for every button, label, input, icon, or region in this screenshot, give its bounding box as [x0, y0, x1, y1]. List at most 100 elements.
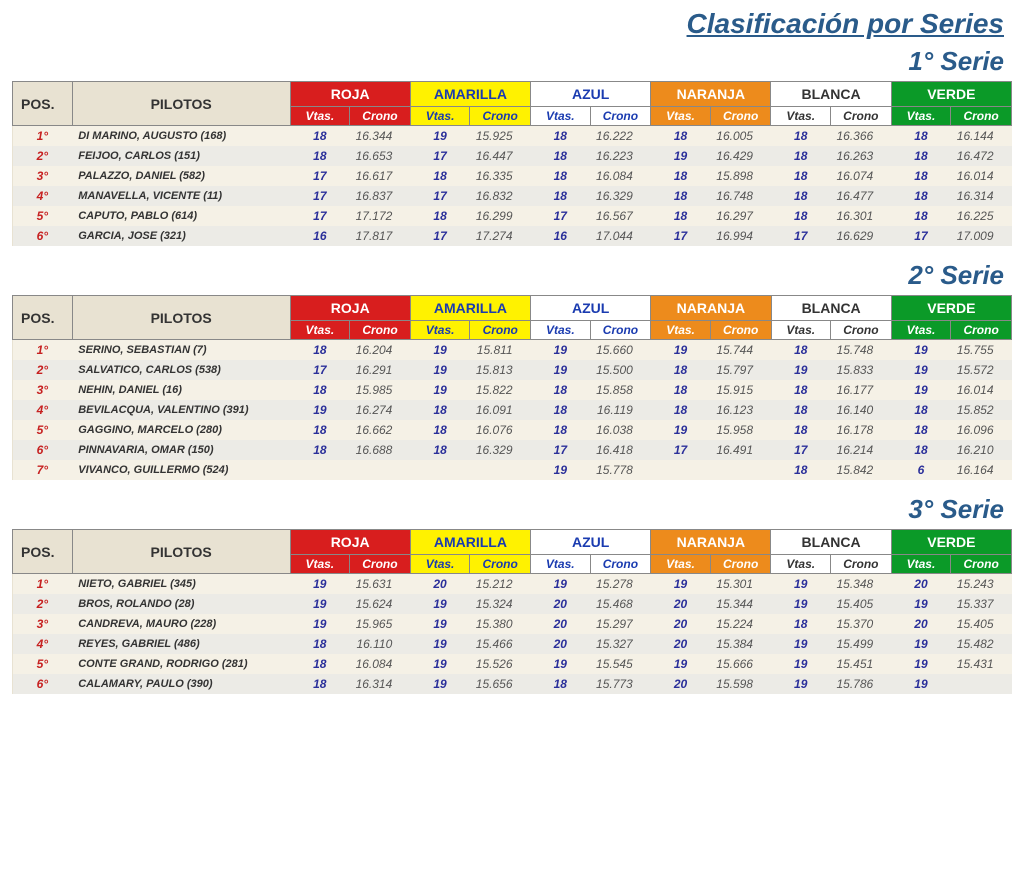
crono-cell: 15.915	[710, 380, 771, 400]
track-header-azul: AZUL	[531, 530, 651, 555]
crono-cell	[470, 460, 531, 480]
pilot-cell: VIVANCO, GUILLERMO (524)	[72, 460, 290, 480]
vtas-cell: 19	[771, 634, 831, 654]
vtas-cell: 17	[410, 226, 470, 246]
crono-cell: 17.009	[951, 226, 1012, 246]
pos-cell: 5°	[13, 206, 73, 226]
crono-cell: 15.405	[951, 614, 1012, 634]
crono-cell: 16.418	[590, 440, 651, 460]
crono-cell: 15.431	[951, 654, 1012, 674]
subhead-vtas: Vtas.	[531, 321, 591, 340]
subhead-vtas: Vtas.	[651, 555, 711, 574]
vtas-cell: 18	[290, 634, 350, 654]
pos-cell: 5°	[13, 420, 73, 440]
vtas-cell: 17	[290, 166, 350, 186]
crono-cell: 16.447	[470, 146, 531, 166]
pilot-cell: SALVATICO, CARLOS (538)	[72, 360, 290, 380]
vtas-cell: 18	[651, 166, 711, 186]
subhead-crono: Crono	[590, 555, 651, 574]
vtas-cell: 19	[410, 614, 470, 634]
crono-cell: 15.572	[951, 360, 1012, 380]
track-header-naranja: NARANJA	[651, 530, 771, 555]
crono-cell: 15.833	[831, 360, 892, 380]
table-row: 1°DI MARINO, AUGUSTO (168)1816.3441915.9…	[13, 126, 1012, 147]
pilot-cell: PALAZZO, DANIEL (582)	[72, 166, 290, 186]
vtas-cell: 17	[771, 440, 831, 460]
crono-cell: 15.370	[831, 614, 892, 634]
crono-cell: 16.123	[710, 400, 771, 420]
subhead-vtas: Vtas.	[891, 321, 951, 340]
track-header-amarilla: AMARILLA	[410, 296, 530, 321]
track-header-blanca: BLANCA	[771, 82, 891, 107]
crono-cell: 15.324	[470, 594, 531, 614]
pos-cell: 1°	[13, 574, 73, 595]
crono-cell: 15.499	[831, 634, 892, 654]
subhead-crono: Crono	[470, 107, 531, 126]
crono-cell: 16.014	[951, 166, 1012, 186]
crono-cell	[710, 460, 771, 480]
crono-cell: 15.526	[470, 654, 531, 674]
pilot-cell: NIETO, GABRIEL (345)	[72, 574, 290, 595]
crono-cell: 16.299	[470, 206, 531, 226]
vtas-cell: 20	[531, 634, 591, 654]
subhead-crono: Crono	[710, 107, 771, 126]
subhead-vtas: Vtas.	[771, 555, 831, 574]
vtas-cell: 19	[531, 460, 591, 480]
vtas-cell: 19	[891, 380, 951, 400]
vtas-cell: 19	[410, 674, 470, 694]
vtas-cell: 19	[410, 360, 470, 380]
crono-cell: 15.624	[350, 594, 411, 614]
vtas-cell: 17	[771, 226, 831, 246]
subhead-crono: Crono	[831, 321, 892, 340]
vtas-cell: 20	[531, 594, 591, 614]
crono-cell: 16.994	[710, 226, 771, 246]
crono-cell: 15.243	[951, 574, 1012, 595]
crono-cell: 16.038	[590, 420, 651, 440]
vtas-cell: 17	[531, 440, 591, 460]
crono-cell: 16.366	[830, 126, 891, 147]
vtas-cell: 18	[531, 186, 591, 206]
pilot-cell: FEIJOO, CARLOS (151)	[72, 146, 290, 166]
vtas-cell: 18	[410, 440, 470, 460]
pilot-cell: DI MARINO, AUGUSTO (168)	[72, 126, 290, 147]
vtas-cell: 19	[771, 654, 831, 674]
vtas-cell: 19	[771, 574, 831, 595]
vtas-cell: 18	[531, 146, 591, 166]
crono-cell: 15.811	[470, 340, 531, 361]
vtas-cell: 20	[651, 594, 711, 614]
track-header-verde: VERDE	[891, 82, 1011, 107]
crono-cell: 16.214	[831, 440, 892, 460]
subhead-vtas: Vtas.	[290, 107, 350, 126]
vtas-cell: 18	[290, 340, 350, 361]
crono-cell: 15.405	[831, 594, 892, 614]
serie-title: 1° Serie	[0, 44, 1024, 81]
subhead-crono: Crono	[710, 321, 771, 340]
vtas-cell: 19	[410, 594, 470, 614]
crono-cell: 16.653	[350, 146, 411, 166]
crono-cell: 16.119	[590, 400, 651, 420]
crono-cell: 16.076	[470, 420, 531, 440]
vtas-cell: 18	[290, 674, 350, 694]
track-header-roja: ROJA	[290, 296, 410, 321]
col-pilotos: PILOTOS	[72, 296, 290, 340]
vtas-cell: 18	[651, 126, 711, 147]
crono-cell: 15.786	[831, 674, 892, 694]
vtas-cell: 17	[410, 186, 470, 206]
table-row: 5°CAPUTO, PABLO (614)1717.1721816.299171…	[13, 206, 1012, 226]
vtas-cell: 16	[290, 226, 350, 246]
crono-cell: 15.842	[831, 460, 892, 480]
subhead-vtas: Vtas.	[290, 555, 350, 574]
vtas-cell: 19	[651, 420, 711, 440]
vtas-cell: 18	[891, 400, 951, 420]
pilot-cell: CONTE GRAND, RODRIGO (281)	[72, 654, 290, 674]
crono-cell: 15.482	[951, 634, 1012, 654]
vtas-cell: 18	[771, 126, 831, 147]
crono-cell: 15.466	[470, 634, 531, 654]
vtas-cell: 18	[651, 400, 711, 420]
subhead-vtas: Vtas.	[410, 555, 470, 574]
crono-cell: 16.274	[350, 400, 411, 420]
crono-cell: 17.817	[350, 226, 411, 246]
subhead-crono: Crono	[951, 555, 1012, 574]
vtas-cell: 19	[531, 340, 591, 361]
crono-cell: 16.204	[350, 340, 411, 361]
